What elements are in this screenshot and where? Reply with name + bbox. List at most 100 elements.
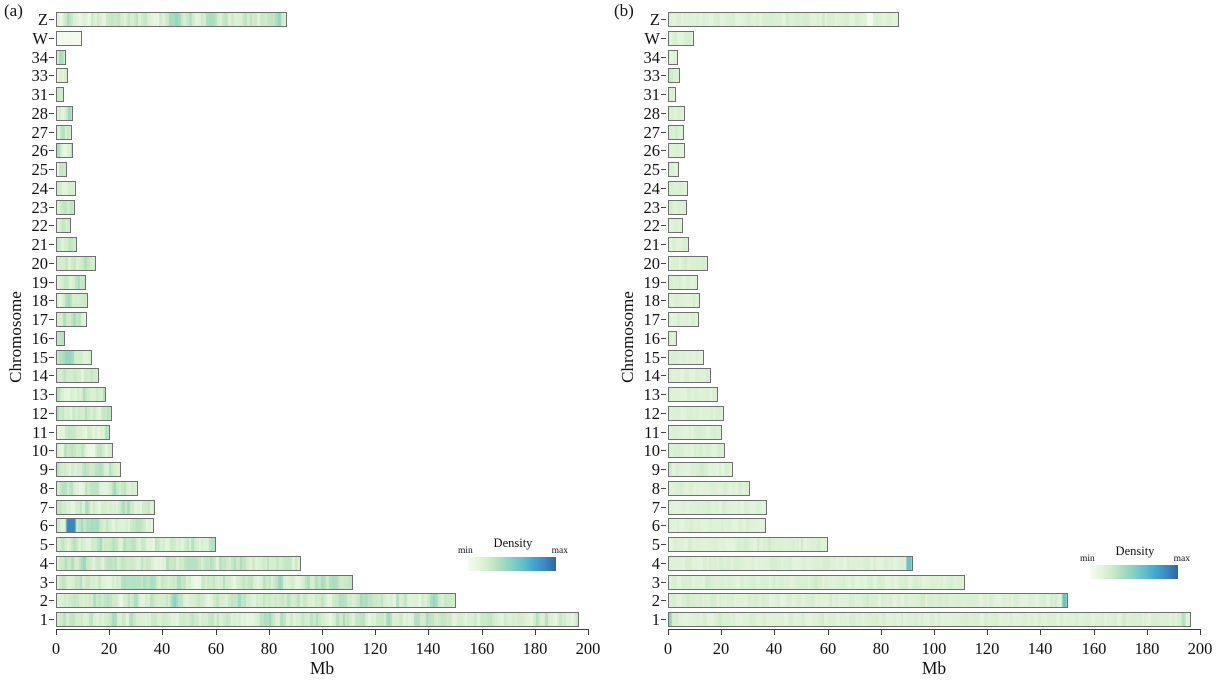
density-heatmap-4 [669,557,912,570]
density-heatmap-7 [57,501,154,514]
chromosome-label-23: 23 [643,198,661,217]
density-heatmap-31 [57,88,63,101]
chromosome-bar-28 [56,106,73,121]
chromosome-label-28: 28 [643,104,661,123]
y-tick-5 [49,544,54,545]
chromosome-label-15: 15 [643,348,661,367]
chromosome-bar-22 [668,218,683,233]
y-tick-19 [49,282,54,283]
density-heatmap-14 [669,369,710,382]
x-tick-label-120: 120 [974,639,1000,658]
density-heatmap-6 [669,519,765,532]
density-heatmap-23 [57,201,74,214]
density-heatmap-11 [57,426,109,439]
chromosome-label-19: 19 [643,273,661,292]
x-tick-label-60: 60 [819,639,837,658]
chromosome-bar-1 [56,612,579,627]
chromosome-bar-7 [56,500,155,515]
density-heatmap-16 [57,332,64,345]
y-tick-2 [49,600,54,601]
chromosome-bar-23 [668,200,687,215]
chromosome-label-3: 3 [651,573,660,592]
x-tick-label-100: 100 [921,639,947,658]
chromosome-bar-23 [56,200,75,215]
density-heatmap-34 [669,51,677,64]
density-heatmap-27 [669,126,683,139]
legend-min-label-b: min [1080,554,1095,564]
y-tick-33 [49,75,54,76]
chromosome-bar-9 [668,462,733,477]
chromosome-label-12: 12 [643,404,661,423]
y-tick-16 [661,338,666,339]
x-tick-180 [535,629,536,635]
y-tick-9 [661,469,666,470]
chromosome-bar-6 [56,518,154,533]
x-tick-label-0: 0 [51,639,61,658]
chromosome-label-7: 7 [39,498,48,517]
chromosome-label-4: 4 [651,554,660,573]
y-tick-11 [661,432,666,433]
y-tick-27 [661,132,666,133]
y-tick-25 [661,169,666,170]
chromosome-bar-24 [56,181,76,196]
y-tick-3 [661,582,666,583]
y-tick-Z [661,19,666,20]
x-tick-label-40: 40 [765,639,783,658]
x-tick-label-120: 120 [362,639,388,658]
chromosome-bar-27 [668,125,684,140]
x-tick-0 [56,629,57,635]
density-heatmap-2 [669,594,1067,607]
chromosome-bar-16 [668,331,677,346]
y-tick-7 [49,507,54,508]
x-tick-label-200: 200 [1187,639,1213,658]
y-tick-33 [661,75,666,76]
y-tick-8 [49,488,54,489]
y-tick-26 [49,150,54,151]
density-heatmap-13 [669,388,717,401]
y-tick-2 [661,600,666,601]
chromosome-bar-20 [56,256,96,271]
x-tick-20 [109,629,110,635]
chromosome-label-31: 31 [643,85,661,104]
chromosome-bar-31 [56,87,64,102]
chromosome-label-6: 6 [651,516,660,535]
chromosome-label-14: 14 [643,366,661,385]
x-tick-label-160: 160 [1081,639,1107,658]
chromosome-label-18: 18 [31,291,49,310]
legend-title-a: Density [493,536,533,550]
chromosome-bar-15 [56,350,92,365]
density-heatmap-12 [669,407,723,420]
x-tick-120 [375,629,376,635]
legend-a: Density min max [458,536,568,574]
density-heatmap-W [669,32,693,45]
chromosome-label-W: W [32,29,48,48]
x-tick-label-60: 60 [207,639,225,658]
chromosome-label-33: 33 [31,66,49,85]
chromosome-label-6: 6 [39,516,48,535]
y-tick-4 [49,563,54,564]
density-heatmap-10 [669,444,724,457]
y-tick-4 [661,563,666,564]
density-heatmap-24 [57,182,75,195]
chromosome-label-23: 23 [31,198,49,217]
chromosome-bar-12 [56,406,112,421]
x-tick-120 [987,629,988,635]
x-tick-label-180: 180 [522,639,548,658]
y-tick-21 [49,244,54,245]
y-tick-Z [49,19,54,20]
chromosome-label-7: 7 [651,498,660,517]
chromosome-bar-5 [56,537,216,552]
chromosome-bar-11 [668,425,722,440]
chromosome-label-22: 22 [31,216,49,235]
chromosome-label-21: 21 [31,235,49,254]
y-tick-3 [49,582,54,583]
chromosome-label-10: 10 [643,441,661,460]
y-tick-10 [49,450,54,451]
chromosome-label-13: 13 [643,385,661,404]
chromosome-bar-4 [56,556,301,571]
density-heatmap-9 [669,463,732,476]
chromosome-bar-5 [668,537,828,552]
y-tick-26 [661,150,666,151]
chromosome-label-1: 1 [651,610,660,629]
